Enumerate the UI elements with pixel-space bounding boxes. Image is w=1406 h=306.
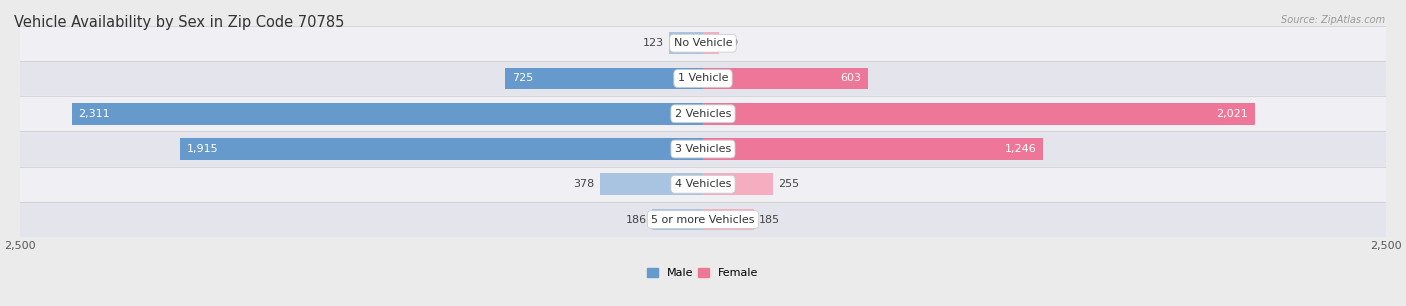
Bar [20, 96, 1386, 131]
Text: Vehicle Availability by Sex in Zip Code 70785: Vehicle Availability by Sex in Zip Code … [14, 15, 344, 30]
Text: 1,915: 1,915 [187, 144, 218, 154]
Text: Source: ZipAtlas.com: Source: ZipAtlas.com [1281, 15, 1385, 25]
Text: 5 or more Vehicles: 5 or more Vehicles [651, 215, 755, 225]
Text: 123: 123 [643, 38, 664, 48]
Bar [703, 32, 718, 54]
Bar [20, 202, 1386, 237]
Bar [180, 138, 703, 160]
Bar [600, 174, 703, 195]
Bar [652, 209, 703, 230]
Bar [20, 61, 1386, 96]
Bar [505, 68, 703, 89]
Bar [703, 209, 754, 230]
Text: 603: 603 [839, 73, 860, 84]
Text: 2 Vehicles: 2 Vehicles [675, 109, 731, 119]
Text: No Vehicle: No Vehicle [673, 38, 733, 48]
Bar [703, 174, 773, 195]
Bar [20, 26, 1386, 61]
Bar [20, 131, 1386, 167]
Text: 4 Vehicles: 4 Vehicles [675, 179, 731, 189]
Legend: Male, Female: Male, Female [647, 268, 759, 278]
Text: 1 Vehicle: 1 Vehicle [678, 73, 728, 84]
Text: 186: 186 [626, 215, 647, 225]
Text: 378: 378 [574, 179, 595, 189]
Text: 3 Vehicles: 3 Vehicles [675, 144, 731, 154]
Text: 185: 185 [759, 215, 780, 225]
Text: 255: 255 [778, 179, 799, 189]
Bar [703, 103, 1256, 125]
Text: 725: 725 [512, 73, 533, 84]
Text: 1,246: 1,246 [1005, 144, 1036, 154]
Bar [72, 103, 703, 125]
Bar [669, 32, 703, 54]
Text: 2,021: 2,021 [1216, 109, 1249, 119]
Bar [703, 138, 1043, 160]
Bar [20, 167, 1386, 202]
Bar [703, 68, 868, 89]
Text: 2,311: 2,311 [79, 109, 110, 119]
Text: 59: 59 [724, 38, 738, 48]
